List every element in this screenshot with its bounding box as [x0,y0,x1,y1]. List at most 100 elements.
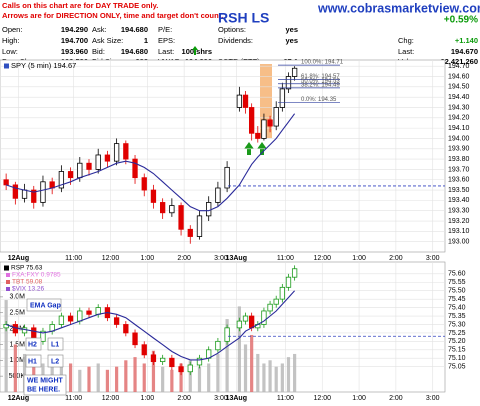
y-tick-label: 194.40 [448,94,470,101]
candle-body [132,332,138,346]
volume-bar [13,344,17,392]
annotation: L1 [51,341,59,348]
candle-body [40,181,46,203]
lower-plot-area [0,261,446,393]
volume-bar [22,353,27,392]
y-tick-label: 75.25 [448,330,466,337]
x-tick-label: 12:00 [102,255,120,262]
candle-body [169,205,175,214]
volume-bar [87,366,91,392]
candle-body [273,107,279,127]
quote-value: 194.680 [121,25,148,34]
volume-bar [207,363,211,392]
candle-body [67,315,74,322]
legend-swatch [6,287,10,291]
volume-bar [262,363,266,392]
candle-body [77,162,83,179]
moving-average-line [5,113,296,212]
volume-bar [274,366,278,392]
annotation-box [26,298,62,312]
y-tick-label: 193.50 [448,187,470,194]
x-tick-label: 12Aug [8,255,29,262]
x-tick-label: 11:00 [65,255,82,262]
annotation: EMA Gap [30,302,61,309]
y-tick-label: 193.90 [448,146,470,153]
volume-bar [151,350,156,392]
volume-bar [170,369,174,392]
candle-body [224,327,230,342]
x-tick-label: 1:00 [140,395,154,402]
legend-swatch [4,265,9,271]
chart-title: RSH LS [218,10,269,26]
y-tick-label: 193.10 [448,228,470,235]
quote-value: 194.670 [451,47,478,56]
candle-body [261,119,267,139]
y-tick-label: 75.20 [448,338,466,345]
annotation-box [25,337,42,351]
annotation: BE HERE. [27,386,60,393]
legend-label: TBT 59.08 [12,279,43,286]
candle-body [255,132,261,139]
quote-label: Ask Size: [92,36,123,45]
moving-average-line [5,290,296,361]
candle-body [279,88,285,108]
annotation: L2 [51,358,59,365]
website: www.cobrasmarketview.com [317,1,480,15]
quote-value: 1 [144,36,148,45]
volume-bar [161,366,165,392]
volume-bar [256,353,260,392]
quote-label: Chg: [398,36,414,45]
x-tick-label: 2:00 [177,395,191,402]
legend-label: $VIX 13.26 [12,286,45,293]
quote-value: 194.680 [121,47,148,56]
x-tick-label: 3:00 [214,255,228,262]
candle-body [104,154,111,162]
annotation-box [47,337,64,351]
candle-body [123,143,129,160]
volume-bar [188,360,192,392]
y-tick-label: 194.70 [448,63,470,70]
y2-tick-label: 2.5M [9,310,25,317]
candle-body [279,286,285,300]
volume-bar [68,363,73,392]
candle-body [236,320,243,329]
candle-body [67,171,74,179]
x-tick-label: 2:00 [177,255,191,262]
volume-bar [142,363,146,392]
volume-bar [133,357,137,392]
candle-body [160,202,166,214]
candle-body [21,327,28,334]
legend-label: SPY (5 min) 194.67 [11,61,76,70]
quote-label: Low: [2,47,18,56]
volume-bar [225,319,229,392]
volume-bar [105,369,110,392]
change-percent: +0.59% [444,15,478,26]
candle-body [113,317,120,325]
annotation: H1 [28,358,37,365]
y-tick-label: 75.50 [448,288,466,295]
y-tick-label: 194.00 [448,135,470,142]
candle-body [141,344,147,356]
up-arrow-icon [192,46,198,55]
candle-body [242,315,249,322]
annotation: H2 [28,341,37,348]
legend-label: FXA:FXY 0.9785 [12,272,61,279]
candle-body [249,315,255,329]
y-tick-label: 75.30 [448,321,466,328]
y-tick-label: 193.80 [448,156,470,163]
candle-body [236,94,243,108]
legend-swatch [6,273,10,277]
quote-value: yes [285,36,298,45]
price-plot-area [0,59,446,253]
volume-bar [32,357,36,392]
volume-bar [237,306,241,392]
quote-value: 100 shrs [182,47,212,56]
x-tick-label: 1:00 [352,395,366,402]
quote-value: +1.140 [455,36,478,45]
x-tick-label: 3:00 [214,395,228,402]
x-tick-label: 13Aug [226,255,247,262]
y-tick-label: 75.45 [448,296,466,303]
x-tick-label: 1:00 [352,255,366,262]
